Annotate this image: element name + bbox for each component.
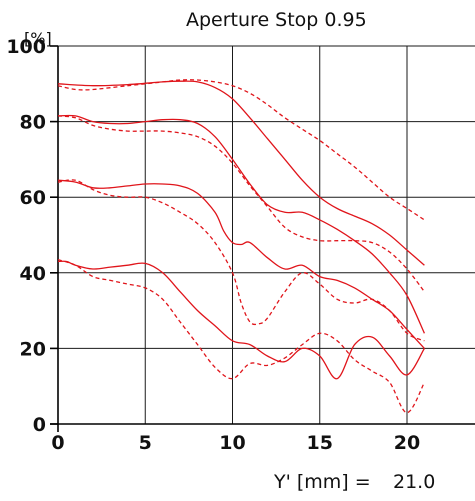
mtf-curve-6-dashed: [58, 179, 425, 342]
x-tick-label-10: 10: [219, 432, 245, 454]
x-tick-label-5: 5: [139, 432, 152, 454]
y-tick-label-80: 80: [20, 112, 46, 134]
mtf-curve-8-dashed: [58, 258, 425, 414]
mtf-curve-5-solid: [58, 179, 425, 349]
tick-labels: 0 20 40 60 80 100 0 5 10 15 20: [6, 36, 420, 454]
chart-title: Aperture Stop 0.95: [186, 9, 367, 31]
mtf-curve-2-dashed: [58, 79, 425, 221]
mtf-curve-7-solid: [58, 260, 425, 380]
y-tick-label-60: 60: [20, 187, 46, 209]
x-tick-label-0: 0: [51, 432, 64, 454]
y-tick-label-40: 40: [20, 263, 46, 285]
mtf-curve-4-dashed: [58, 115, 425, 293]
x-axis-label: Y' [mm] =: [273, 471, 371, 493]
mtf-curves: [58, 79, 425, 414]
grid: [58, 45, 475, 424]
y-tick-label-0: 0: [33, 414, 46, 436]
y-unit-label: [%]: [24, 29, 52, 48]
mtf-curve-1-solid: [58, 80, 425, 266]
x-tick-label-15: 15: [307, 432, 333, 454]
y-tick-label-20: 20: [20, 338, 46, 360]
x-axis-value: 21.0: [393, 471, 435, 493]
x-tick-label-20: 20: [394, 432, 420, 454]
axes: [50, 45, 475, 432]
y-tick-label-100: 100: [6, 36, 46, 58]
mtf-curve-3-solid: [58, 114, 425, 334]
